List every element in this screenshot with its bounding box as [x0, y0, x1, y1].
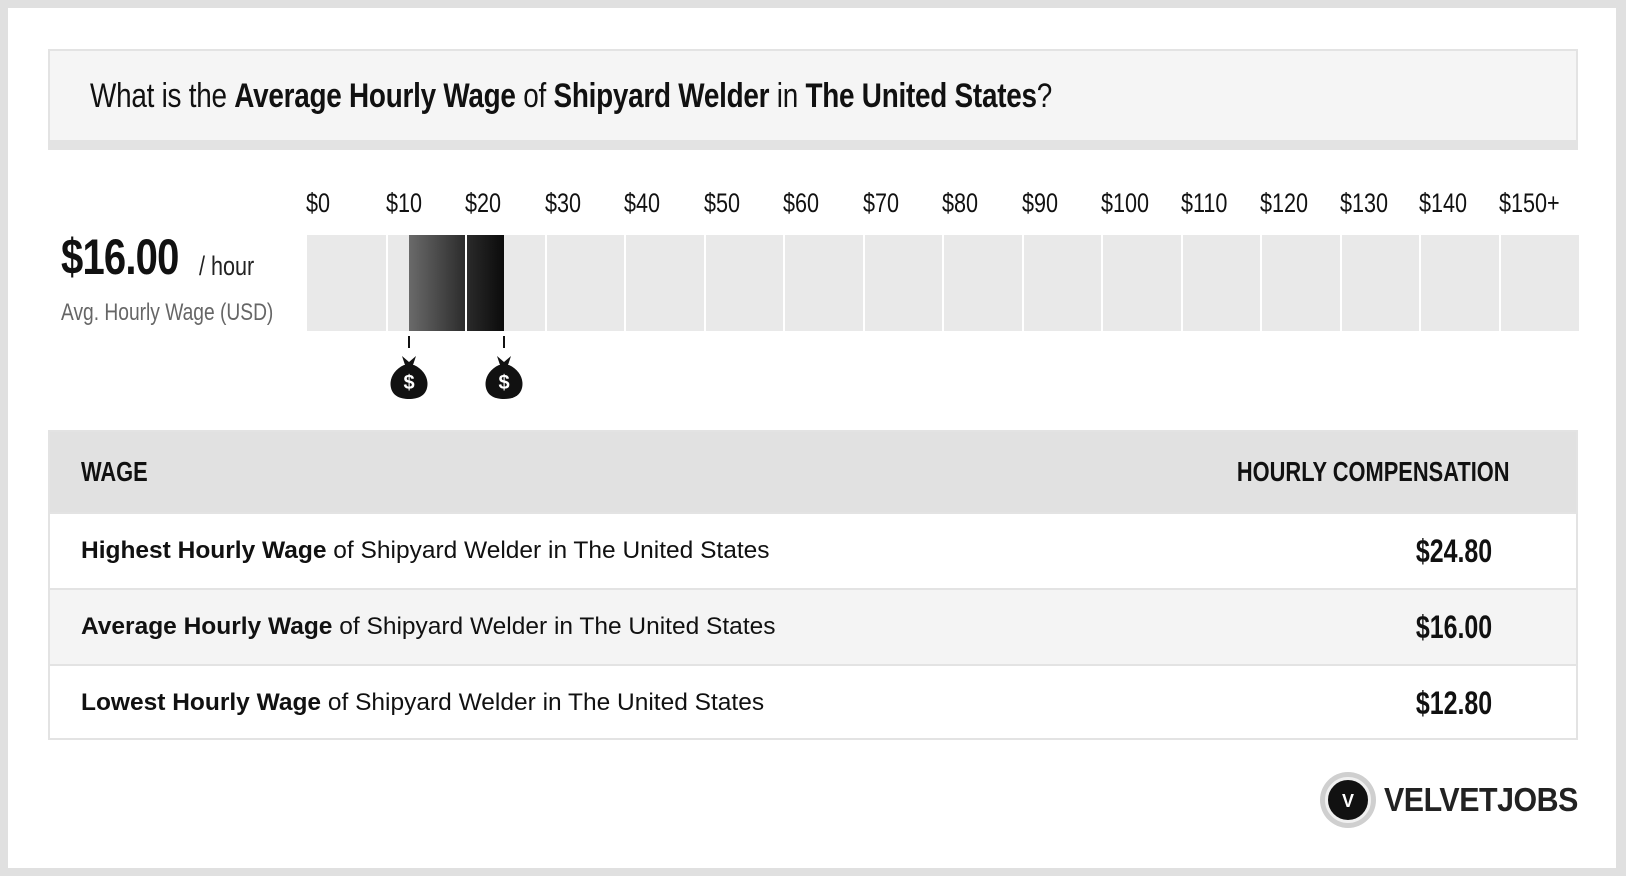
wage-range-high-segment [467, 235, 505, 331]
table-row: Lowest Hourly Wage of Shipyard Welder in… [50, 664, 1576, 740]
tick-label: $140 [1419, 188, 1468, 218]
logo-badge: V [1320, 772, 1376, 828]
row-label: Average Hourly Wage of Shipyard Welder i… [81, 613, 776, 640]
header-hourly-compensation: HOURLY COMPENSATION [1237, 456, 1510, 487]
wage-range-low-segment [408, 235, 465, 331]
bar-gridline [783, 235, 785, 331]
bar-gridline [624, 235, 626, 331]
average-wage-unit: / hour [199, 251, 255, 281]
row-value: $24.80 [1415, 533, 1493, 569]
money-bag-icon: $ [484, 336, 524, 402]
row-label: Highest Hourly Wage of Shipyard Welder i… [81, 537, 770, 564]
tick-label: $10 [385, 188, 422, 218]
bar-gridline [385, 235, 388, 331]
tick-label: $20 [465, 188, 502, 218]
bar-gridline [1260, 235, 1262, 331]
bar-gridline [1339, 235, 1342, 331]
svg-text:$: $ [499, 372, 510, 394]
tick-label: $110 [1180, 188, 1227, 218]
average-wage-caption: Avg. Hourly Wage (USD) [61, 299, 274, 326]
tick-label: $100 [1101, 188, 1150, 218]
row-value: $16.00 [1415, 609, 1493, 645]
bar-gridline [1021, 235, 1024, 331]
tick-label: $150+ [1498, 188, 1560, 218]
header-wage: WAGE [81, 456, 148, 487]
logo-wordmark: VELVETJOBS [1384, 781, 1578, 818]
tick-label: $30 [544, 188, 581, 218]
tick-label: $90 [1021, 188, 1058, 218]
average-wage-value: $16.00 [61, 229, 179, 285]
tick-label: $70 [862, 188, 899, 218]
bar-gridline [544, 235, 547, 331]
tick-label: $40 [624, 188, 661, 218]
bar-gridline [465, 235, 467, 331]
tick-label: $80 [942, 188, 979, 218]
bar-gridline [862, 235, 865, 331]
logo-letter: V [1341, 791, 1354, 811]
bar-gridline [1498, 235, 1501, 331]
tick-label: $60 [783, 188, 820, 218]
tick-label: $130 [1339, 188, 1388, 218]
bar-gridline [1180, 235, 1183, 331]
title-panel: What is the Average Hourly Wage of Shipy… [48, 49, 1578, 150]
page-title: What is the Average Hourly Wage of Shipy… [90, 77, 1053, 115]
svg-text:$: $ [403, 372, 414, 394]
x-axis-tick-labels: $0 $10 $20 $30 $40 $50 $60 $70 $80 $90 $100 $110 $12… [306, 188, 1581, 224]
wage-range-bar [307, 235, 1579, 331]
row-value: $12.80 [1415, 685, 1493, 721]
logo-circle: V [1325, 777, 1371, 823]
tick-label: $0 [306, 188, 331, 218]
tick-label: $120 [1260, 188, 1309, 218]
bar-gridline [703, 235, 706, 331]
bar-gridline [942, 235, 944, 331]
table-row: Highest Hourly Wage of Shipyard Welder i… [50, 512, 1576, 588]
table-row: Average Hourly Wage of Shipyard Welder i… [50, 588, 1576, 664]
table-header: WAGE HOURLY COMPENSATION [50, 432, 1576, 512]
money-bag-icon: $ [389, 336, 429, 402]
wage-table: WAGE HOURLY COMPENSATION Highest Hourly … [48, 430, 1578, 740]
row-label: Lowest Hourly Wage of Shipyard Welder in… [81, 689, 765, 716]
velvetjobs-logo[interactable]: V VELVETJOBS [1320, 772, 1580, 828]
bar-gridline [1101, 235, 1103, 331]
tick-label: $50 [703, 188, 740, 218]
bar-gridline [1419, 235, 1421, 331]
